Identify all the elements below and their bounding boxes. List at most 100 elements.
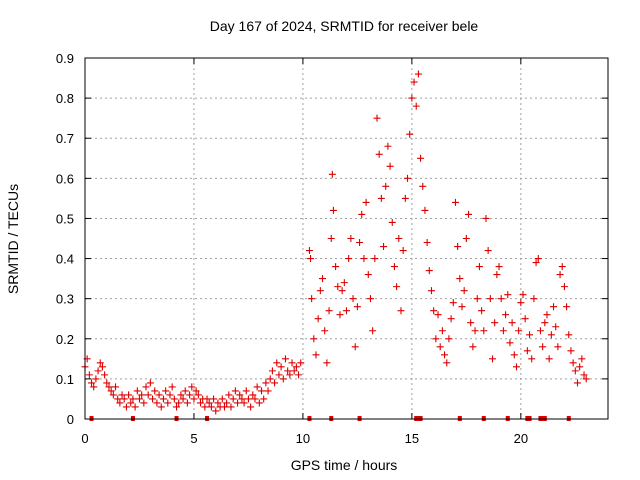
data-point [292,363,300,371]
data-point [319,275,327,283]
data-point [541,319,549,327]
data-point [240,399,248,407]
data-point [321,327,329,335]
data-point [262,379,270,387]
data-point [504,291,512,299]
data-point [406,130,414,138]
data-point [327,235,335,242]
data-point [325,307,333,315]
data-point [534,255,542,263]
data-point [482,214,490,222]
data-point [421,206,429,214]
data-point [328,170,336,178]
data-point [580,371,588,379]
data-point [451,198,459,206]
data-point [186,391,194,399]
data-point [558,263,566,271]
data-point [404,174,412,182]
data-point [96,359,104,367]
data-point [307,255,315,263]
data-point [151,387,159,395]
data-point [210,395,218,403]
data-point [430,307,438,315]
data-point [255,399,263,407]
data-point [441,351,449,359]
data-point [397,307,405,315]
data-point [98,363,106,371]
x-tick-label: 10 [296,431,310,446]
data-point [526,331,534,339]
y-tick-label: 0 [67,412,74,427]
data-point [223,399,231,407]
data-point [547,331,555,339]
data-point [131,403,139,411]
data-point [275,371,283,379]
data-point [460,287,468,295]
data-point [205,399,213,407]
data-point [438,327,446,335]
data-point [85,371,93,379]
data-point [502,311,510,319]
data-point [177,391,185,399]
axis-ticks: 0 0.1 0.2 0.3 0.4 0.5 0.6 0.7 0.8 0.9 0 5 10 15 20 [56,51,608,446]
data-point [336,311,344,319]
y-axis-label: SRMTID / TECUs [5,184,21,294]
data-point [425,267,433,275]
data-point [127,399,135,407]
data-point [410,78,418,86]
data-point [353,303,361,311]
data-point [399,247,407,255]
data-point [449,299,457,307]
data-point [469,343,477,351]
data-point [447,315,455,323]
data-point [393,283,401,291]
data-point [445,335,453,343]
data-point [571,367,579,375]
data-point [486,295,494,303]
data-point [443,359,451,367]
data-point [334,283,342,291]
data-point [576,363,584,371]
data-point [395,235,403,242]
data-point [305,247,313,255]
data-point [366,295,374,303]
data-point [419,182,427,190]
data-point [543,311,551,319]
data-point [554,343,562,351]
data-point [153,399,161,407]
data-point [563,303,571,311]
data-point [388,218,396,226]
data-point [159,395,167,403]
data-point [229,395,237,403]
data-point [375,150,383,158]
data-point [384,142,392,150]
data-point [497,295,505,303]
data-point [155,391,163,399]
data-point [512,363,520,371]
data-point [196,399,204,407]
data-point [227,403,235,411]
data-point [427,287,435,295]
x-tick-label: 5 [190,431,197,446]
data-point [338,287,346,295]
data-point [190,395,198,403]
data-point [234,399,242,407]
data-point [371,255,379,263]
chart-title: Day 167 of 2024, SRMTID for receiver bel… [210,18,479,34]
data-point [105,383,113,391]
data-point [316,287,324,295]
y-tick-label: 0.5 [56,211,74,226]
data-point [277,363,285,371]
data-point [271,379,279,387]
data-point [188,383,196,391]
data-point [332,263,340,271]
x-axis-label: GPS time / hours [291,457,398,473]
data-point [408,94,416,102]
data-point [539,343,547,351]
data-point [454,243,462,251]
data-point [166,391,174,399]
data-point [140,399,148,407]
data-point [521,315,529,323]
y-tick-label: 0.7 [56,131,74,146]
data-point [135,395,143,403]
